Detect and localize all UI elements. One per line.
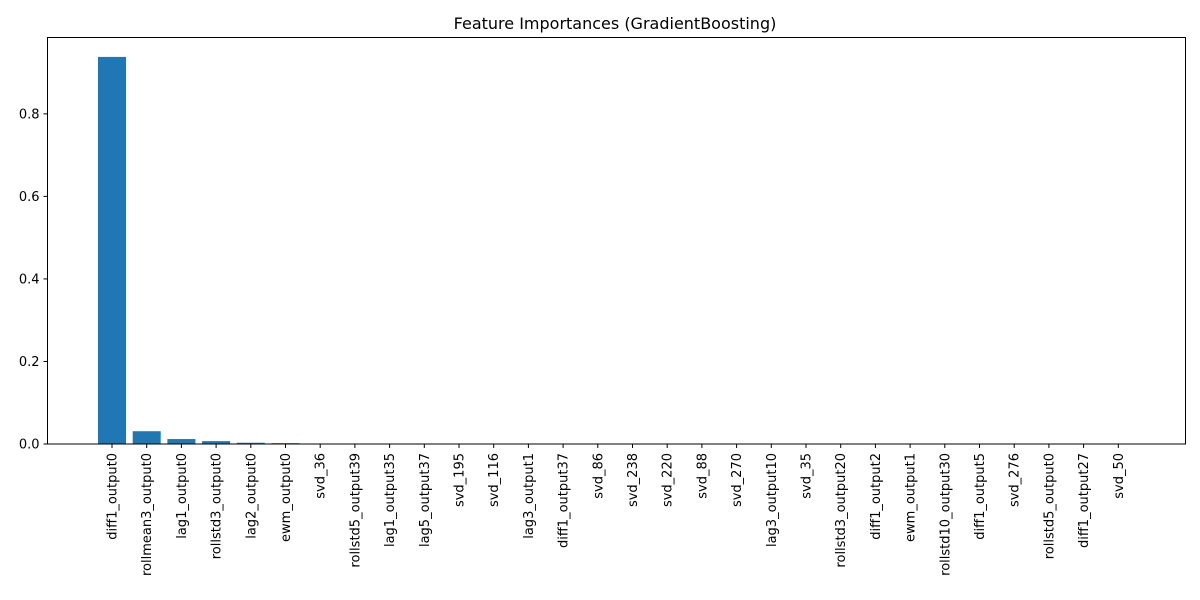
x-tick-label: lag1_output35: [383, 453, 398, 547]
x-tick-label: rollstd10_output30: [938, 453, 953, 576]
x-tick-label: lag1_output0: [175, 453, 190, 539]
x-tick-label: svd_195: [453, 453, 468, 507]
y-tick-label: 0.8: [19, 107, 40, 122]
x-tick-label: lag5_output37: [418, 453, 433, 547]
x-tick-label: svd_220: [661, 453, 676, 507]
x-tick-label: rollstd3_output20: [834, 453, 849, 568]
bar-rollmean3_output0: [132, 431, 161, 444]
x-tick-label: lag3_output10: [765, 453, 780, 547]
x-tick-label: diff1_output2: [869, 453, 884, 540]
bar-rollstd3_output0: [202, 441, 231, 444]
x-tick-label: rollstd3_output0: [210, 453, 225, 559]
y-tick-label: 0.2: [19, 355, 40, 370]
x-tick-label: lag3_output1: [522, 453, 537, 539]
x-tick-label: svd_86: [591, 453, 606, 499]
x-tick-label: rollstd5_output39: [348, 453, 363, 568]
x-tick-label: rollmean3_output0: [140, 453, 155, 576]
y-axis: 0.0 0.2 0.4 0.6 0.8: [19, 107, 48, 453]
x-tick-label: svd_36: [314, 453, 329, 499]
x-tick-label: rollstd5_output0: [1042, 453, 1057, 559]
bar-lag2_output0: [236, 442, 265, 444]
x-tick-label: diff1_output27: [1077, 453, 1092, 548]
y-tick-label: 0.6: [19, 190, 40, 205]
x-tick-label: svd_276: [1008, 453, 1023, 507]
x-tick-label: svd_116: [487, 453, 502, 507]
x-tick-label: ewm_output0: [279, 453, 294, 542]
y-tick-label: 0.0: [19, 438, 40, 453]
x-tick-label: lag2_output0: [244, 453, 259, 539]
plot-frame: [47, 37, 1186, 445]
y-tick-label: 0.4: [19, 272, 40, 287]
bars-group: [98, 56, 855, 445]
bar-diff1_output0: [98, 56, 126, 445]
x-tick-label: svd_270: [730, 453, 745, 507]
x-tick-label: svd_35: [800, 453, 815, 499]
chart-title: Feature Importances (GradientBoosting): [454, 14, 777, 33]
x-tick-label: svd_238: [626, 453, 641, 507]
bar-lag1_output0: [167, 439, 196, 444]
x-tick-label: ewm_output1: [904, 453, 919, 542]
x-tick-label: diff1_output0: [106, 453, 121, 540]
x-tick-label: svd_50: [1112, 453, 1127, 499]
x-axis: diff1_output0 rollmean3_output0 lag1_outpu…: [106, 444, 1127, 576]
x-tick-label: diff1_output37: [557, 453, 572, 548]
x-tick-label: diff1_output5: [973, 453, 988, 540]
x-tick-label: svd_88: [695, 453, 710, 499]
